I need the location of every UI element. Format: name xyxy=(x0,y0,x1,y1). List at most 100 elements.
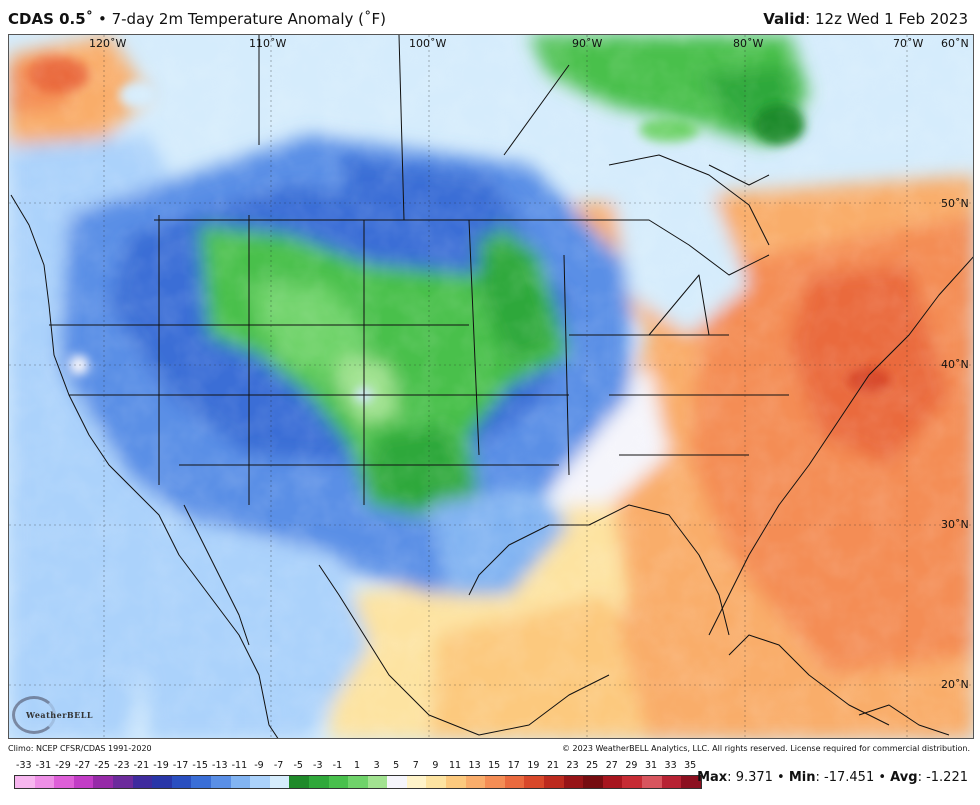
max-value: 9.371 xyxy=(735,770,773,785)
scale-tick-label: 7 xyxy=(412,760,419,771)
scale-tick-label: 11 xyxy=(448,760,462,771)
scale-swatch xyxy=(132,776,153,788)
scale-swatch xyxy=(387,776,407,788)
great-lakes xyxy=(648,274,710,336)
valid-time: Valid: 12z Wed 1 Feb 2023 xyxy=(763,10,968,28)
valid-value: : 12z Wed 1 Feb 2023 xyxy=(805,10,968,28)
hudson-bay-edge xyxy=(608,154,770,246)
scale-swatch xyxy=(191,776,211,788)
lat-label-50n: 50˚N xyxy=(941,197,969,210)
scale-colorbar xyxy=(14,775,702,789)
field-stats: Max: 9.371 • Min: -17.451 • Avg: -1.221 xyxy=(697,770,968,785)
scale-swatch xyxy=(622,776,642,788)
scale-tick-label: 3 xyxy=(373,760,380,771)
scale-swatch xyxy=(289,776,309,788)
scale-tick-label: 23 xyxy=(566,760,579,771)
cuba-coast xyxy=(728,634,890,726)
lon-label-70w: 70˚W xyxy=(893,37,924,50)
scale-swatch xyxy=(602,776,623,788)
copyright-note: © 2023 WeatherBELL Analytics, LLC. All r… xyxy=(562,744,970,753)
scale-tick-label: 27 xyxy=(605,760,618,771)
max-label: Max xyxy=(697,770,728,785)
atlantic-coast xyxy=(708,256,973,636)
map-graphic xyxy=(9,35,973,738)
scale-swatch xyxy=(485,776,505,788)
scale-tick-label: -15 xyxy=(192,760,208,771)
lon-label-120w: 120˚W xyxy=(89,37,127,50)
scale-swatch xyxy=(348,776,368,788)
scale-tick-label: -25 xyxy=(94,760,110,771)
valid-label: Valid xyxy=(763,10,806,28)
scale-tick-label: 21 xyxy=(546,760,560,771)
scale-swatch xyxy=(308,776,329,788)
scale-swatch xyxy=(681,776,701,788)
scale-tick-label: 13 xyxy=(468,760,481,771)
scale-tick-label: -21 xyxy=(133,760,150,771)
scale-swatch xyxy=(210,776,231,788)
graticule xyxy=(9,35,973,738)
lon-label-90w: 90˚W xyxy=(572,37,603,50)
scale-tick-label: 31 xyxy=(644,760,658,771)
anomaly-map: 120˚W 110˚W 100˚W 90˚W 80˚W 70˚W 60˚N 50… xyxy=(8,34,974,739)
scale-swatch xyxy=(544,776,564,788)
field-texture xyxy=(9,35,973,738)
scale-tick-label: -9 xyxy=(254,760,264,771)
scale-tick-label: 29 xyxy=(625,760,638,771)
scale-tick-label: 5 xyxy=(393,760,400,771)
logo-text: WeatherBELL xyxy=(26,710,94,720)
lat-label-20n: 20˚N xyxy=(941,678,969,691)
scale-swatch xyxy=(563,776,584,788)
lat-label-40n: 40˚N xyxy=(941,358,969,371)
scale-swatch xyxy=(34,776,55,788)
scale-tick-label: -33 xyxy=(16,760,32,771)
scale-swatch xyxy=(250,776,270,788)
scale-swatch xyxy=(152,776,172,788)
scale-swatch xyxy=(328,776,349,788)
geographic-lines xyxy=(10,35,973,738)
scale-swatch xyxy=(171,776,192,788)
scale-swatch xyxy=(269,776,290,788)
scale-tick-label: 19 xyxy=(527,760,540,771)
weatherbell-logo: WeatherBELL xyxy=(8,690,100,738)
avg-value: -1.221 xyxy=(926,770,968,785)
scale-swatch xyxy=(15,776,35,788)
scale-tick-label: -1 xyxy=(332,760,343,771)
title-separator: • xyxy=(97,10,107,28)
scale-tick-label: -31 xyxy=(35,760,52,771)
model-name: CDAS 0.5˚ xyxy=(8,10,94,28)
scale-tick-label: -11 xyxy=(231,760,248,771)
scale-swatch xyxy=(583,776,603,788)
scale-swatch xyxy=(93,776,113,788)
lon-label-110w: 110˚W xyxy=(249,37,287,50)
scale-tick-label: -23 xyxy=(114,760,130,771)
scale-swatch xyxy=(73,776,94,788)
scale-swatch xyxy=(446,776,466,788)
hispaniola-coast xyxy=(858,704,950,736)
scale-swatch xyxy=(504,776,525,788)
scale-tick-label: 15 xyxy=(488,760,501,771)
scale-tick-label: 17 xyxy=(507,760,520,771)
scale-swatch xyxy=(406,776,427,788)
scale-swatch xyxy=(642,776,662,788)
lon-label-100w: 100˚W xyxy=(409,37,447,50)
scale-swatch xyxy=(54,776,74,788)
scale-tick-label: 35 xyxy=(684,760,697,771)
scale-swatch xyxy=(465,776,486,788)
lat-label-30n: 30˚N xyxy=(941,518,969,531)
lon-label-80w: 80˚W xyxy=(733,37,764,50)
scale-swatch xyxy=(661,776,682,788)
scale-swatch xyxy=(367,776,388,788)
scale-swatch xyxy=(524,776,545,788)
scale-swatch xyxy=(112,776,133,788)
scale-swatch xyxy=(230,776,251,788)
min-value: -17.451 xyxy=(824,770,875,785)
header: CDAS 0.5˚ • 7-day 2m Temperature Anomaly… xyxy=(0,0,980,34)
logo-swirl-icon xyxy=(12,696,56,734)
scale-swatch xyxy=(426,776,447,788)
scale-tick-label: 9 xyxy=(432,760,439,771)
scale-tick-label: -19 xyxy=(153,760,169,771)
gulf-coast xyxy=(468,504,730,636)
scale-tick-label: -29 xyxy=(55,760,71,771)
scale-tick-label: -17 xyxy=(172,760,189,771)
product-name: 7-day 2m Temperature Anomaly (˚F) xyxy=(111,10,387,28)
